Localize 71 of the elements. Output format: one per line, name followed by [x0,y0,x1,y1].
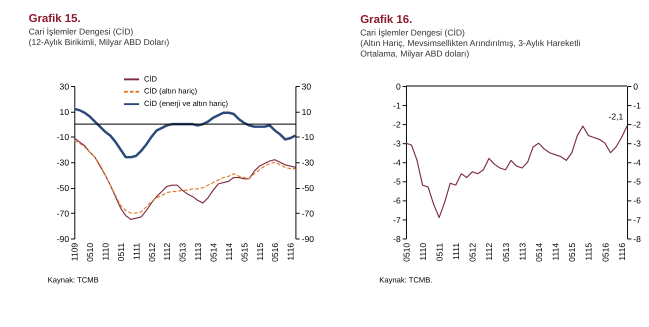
x-tick-label: 1114 [224,242,234,261]
x-tick-label: 1115 [254,242,265,261]
x-tick-label: 1111 [131,242,142,260]
y2-tick-label: -30 [302,158,314,168]
x-tick-label: 1116 [286,242,296,261]
y2-tick-label: -90 [302,234,314,244]
y2-tick-label: -4 [633,158,642,168]
x-tick-label: 0510 [401,242,412,262]
y-tick-label: -10 [56,132,70,142]
x-tick-label: 1113 [517,242,528,261]
y-tick-label: -30 [56,158,70,168]
x-tick-label: 0514 [208,242,218,262]
y2-tick-label: -3 [633,138,642,149]
text: Kaynak: TCMB. [379,275,432,284]
y-tick-label: 0 [396,81,401,92]
x-tick-label: 1115 [584,242,594,261]
y-tick-label: -70 [56,208,70,218]
x-tick-label: 0515 [567,242,578,262]
x-tick-label: 0511 [116,242,126,262]
x-tick-label: 1112 [484,242,494,261]
x-tick-label: 0513 [500,242,511,262]
y-tick-label: -7 [393,214,401,225]
y-tick-label: -1 [393,100,401,110]
x-tick-label: 1109 [70,242,80,262]
y-tick-label: 10 [60,106,70,117]
y2-tick-label: -1 [633,100,642,110]
x-tick-label: 1116 [616,242,627,261]
y-tick-label: -2 [393,119,401,130]
y2-tick-label: -8 [633,234,642,244]
chart-subtitle: Cari İşlemler Dengesi (CİD) (Altın Hariç, Mevsimsellikten Arındırılmış, 3-Aylık Hareketli Ortalama, Milyar ABD doları) [360,28,580,58]
x-tick-label: 0512 [468,242,478,262]
x-tick-label: 1113 [193,242,204,261]
x-tick-label: 1112 [162,242,172,261]
y2-tick-label: -50 [302,183,314,194]
y-tick-label: -50 [56,183,70,194]
y2-tick-label: -2 [633,119,642,130]
chart-subtitle: Cari İşlemler Dengesi (CİD) (12-Aylık Birikimli, Milyar ABD Doları) [28,26,170,48]
x-tick-label: 1111 [451,242,462,260]
y2-tick-label: -7 [633,214,642,225]
y2-tick-label: 0 [633,81,638,92]
y2-tick-label: -70 [302,208,314,218]
x-tick-label: 1110 [100,242,111,261]
y-tick-label: -3 [393,138,401,149]
y-tick-label: -6 [393,196,401,206]
x-tick-label: 0512 [146,242,157,262]
legend-label: CİD [144,74,158,84]
legend-label: CİD (altın hariç) [144,86,198,96]
text: Kaynak: TCMB [48,275,99,284]
y2-tick-label: -6 [633,196,642,206]
x-tick-label: 0516 [600,242,610,262]
y2-tick-label: 30 [302,81,312,92]
chart-title: Grafik 16. [360,14,412,26]
x-tick-label: 1114 [550,242,561,261]
y-tick-label: -5 [393,176,401,187]
x-tick-label: 0514 [534,242,544,262]
x-tick-label: 0515 [239,242,250,262]
y-tick-label: -90 [56,234,70,244]
x-tick-label: 0511 [434,242,444,262]
y2-tick-label: 10 [302,106,312,117]
annotation: -2,1 [608,111,624,122]
x-tick-label: 1110 [418,242,428,261]
y2-tick-label: -5 [633,176,642,187]
y-tick-label: 30 [60,81,70,92]
chart-title: Grafik 15. [28,13,81,26]
legend-label: CİD (enerji ve altın hariç) [144,99,229,108]
y-tick-label: -4 [393,158,401,168]
y2-tick-label: -10 [302,132,314,142]
x-tick-label: 0516 [270,242,280,262]
x-tick-label: 0513 [178,242,188,262]
x-tick-label: 0510 [85,242,96,262]
y-tick-label: -8 [393,234,401,244]
